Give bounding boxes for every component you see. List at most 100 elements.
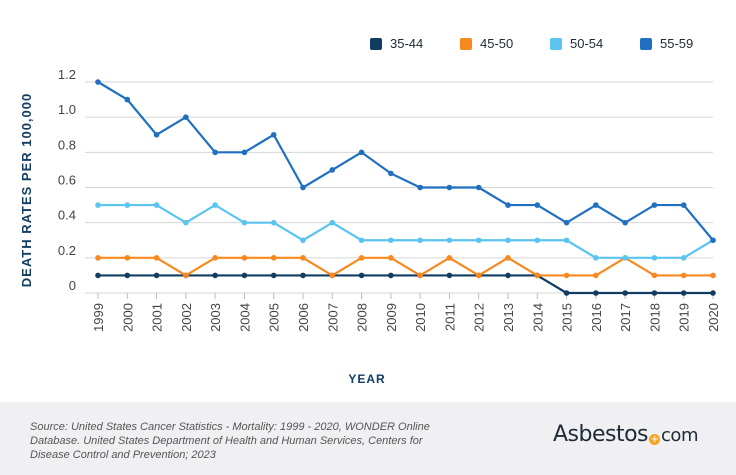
- legend-label: 35-44: [390, 36, 424, 51]
- legend-label: 45-50: [480, 36, 514, 51]
- data-point-45-50: [593, 272, 599, 279]
- x-tick-label: 2016: [589, 303, 604, 332]
- data-point-50-54: [241, 219, 248, 226]
- series-line-50-54: [98, 203, 714, 259]
- data-point-35-44: [212, 272, 218, 279]
- data-point-35-44: [622, 290, 628, 296]
- line-chart: 0 0.2 0.4 0.6 0.8 1.0 1.2 1999 2000 2001 2002 2003 2…: [19, 67, 721, 386]
- x-tick-label: 2000: [120, 303, 135, 332]
- legend-item-50-54: 50-54: [550, 36, 640, 51]
- data-point-45-50: [153, 255, 160, 261]
- data-point-55-59: [124, 96, 131, 103]
- data-point-50-54: [212, 202, 218, 208]
- data-point-35-44: [593, 290, 599, 296]
- data-point-55-59: [505, 202, 511, 208]
- y-tick-label: 0.8: [58, 137, 76, 152]
- data-point-55-59: [212, 149, 218, 156]
- legend: 35-44 45-50 50-54 55-59: [370, 36, 730, 51]
- legend-item-35-44: 35-44: [370, 36, 460, 51]
- data-point-50-54: [593, 255, 599, 261]
- data-point-55-59: [183, 114, 189, 120]
- data-point-50-54: [505, 237, 511, 244]
- data-point-50-54: [475, 237, 482, 244]
- x-tick-label: 2002: [179, 303, 194, 332]
- x-tick-label: 2014: [530, 303, 545, 332]
- data-point-55-59: [241, 149, 248, 156]
- data-point-45-50: [680, 272, 687, 279]
- x-tick-label: 2006: [296, 303, 311, 332]
- data-point-45-50: [212, 255, 218, 261]
- data-point-45-50: [388, 255, 394, 261]
- data-point-55-59: [300, 184, 306, 191]
- x-tick-label: 2012: [472, 303, 487, 332]
- x-tick-label: 2017: [618, 303, 633, 332]
- data-point-45-50: [563, 272, 570, 279]
- data-point-55-59: [388, 170, 394, 177]
- data-point-35-44: [446, 272, 453, 279]
- x-tick-label: 2004: [237, 303, 252, 332]
- data-point-35-44: [505, 272, 511, 279]
- data-point-35-44: [388, 272, 394, 279]
- legend-swatch: [460, 37, 472, 50]
- data-point-55-59: [358, 149, 365, 156]
- data-point-50-54: [651, 255, 658, 261]
- data-point-45-50: [710, 272, 716, 279]
- x-axis-label: YEAR: [348, 372, 385, 386]
- data-point-45-50: [270, 255, 277, 261]
- data-point-35-44: [300, 272, 306, 279]
- x-tick-label: 2008: [355, 303, 370, 332]
- data-point-50-54: [622, 255, 628, 261]
- data-point-35-44: [651, 290, 658, 296]
- x-tick-label: 2019: [677, 303, 692, 332]
- data-point-35-44: [710, 290, 716, 296]
- data-point-50-54: [329, 219, 336, 226]
- x-tick-label: 2001: [150, 303, 165, 332]
- x-tick-label: 1999: [91, 303, 106, 332]
- data-point-35-44: [270, 272, 277, 279]
- y-tick-label: 1.2: [58, 67, 76, 82]
- x-tick-label: 2013: [501, 303, 516, 332]
- data-point-55-59: [95, 79, 101, 85]
- data-point-50-54: [563, 237, 570, 244]
- data-point-50-54: [417, 237, 423, 244]
- data-point-55-59: [593, 202, 599, 208]
- y-tick-label: 0.6: [58, 173, 76, 188]
- data-point-50-54: [183, 219, 189, 226]
- data-point-45-50: [124, 255, 131, 261]
- y-tick-label: 0.4: [58, 208, 76, 223]
- data-point-45-50: [505, 255, 511, 261]
- data-point-35-44: [95, 272, 101, 279]
- x-tick-label: 2007: [325, 303, 340, 332]
- x-tick-label: 2020: [706, 303, 721, 332]
- y-tick-label: 0: [69, 278, 76, 293]
- data-point-45-50: [475, 272, 482, 279]
- series-line-45-50: [98, 256, 713, 277]
- data-point-45-50: [417, 272, 423, 279]
- x-tick-label: 2003: [208, 303, 223, 332]
- data-point-35-44: [563, 290, 570, 296]
- footer: Source: United States Cancer Statistics …: [0, 402, 736, 475]
- y-tick-label: 1.0: [58, 102, 76, 117]
- data-point-55-59: [651, 202, 658, 208]
- data-point-55-59: [534, 202, 541, 208]
- data-point-55-59: [622, 219, 628, 226]
- data-point-35-44: [358, 272, 365, 279]
- data-point-55-59: [446, 184, 453, 191]
- x-tick-label: 2011: [442, 303, 457, 331]
- data-point-50-54: [534, 237, 541, 244]
- asbestos-logo: Asbestos + com: [553, 422, 698, 447]
- data-point-45-50: [534, 272, 541, 279]
- series-line-35-44: [98, 274, 713, 295]
- data-point-45-50: [446, 255, 453, 261]
- data-point-35-44: [241, 272, 248, 279]
- x-tick-label: 2005: [267, 303, 282, 332]
- y-axis-label: DEATH RATES PER 100,000: [19, 93, 34, 287]
- data-point-50-54: [358, 237, 365, 244]
- y-tick-label: 0.2: [58, 243, 76, 258]
- legend-swatch: [640, 37, 652, 50]
- data-point-35-44: [680, 290, 687, 296]
- data-point-45-50: [651, 272, 658, 279]
- data-point-55-59: [710, 237, 716, 244]
- legend-item-55-59: 55-59: [640, 36, 730, 51]
- data-point-50-54: [270, 219, 277, 226]
